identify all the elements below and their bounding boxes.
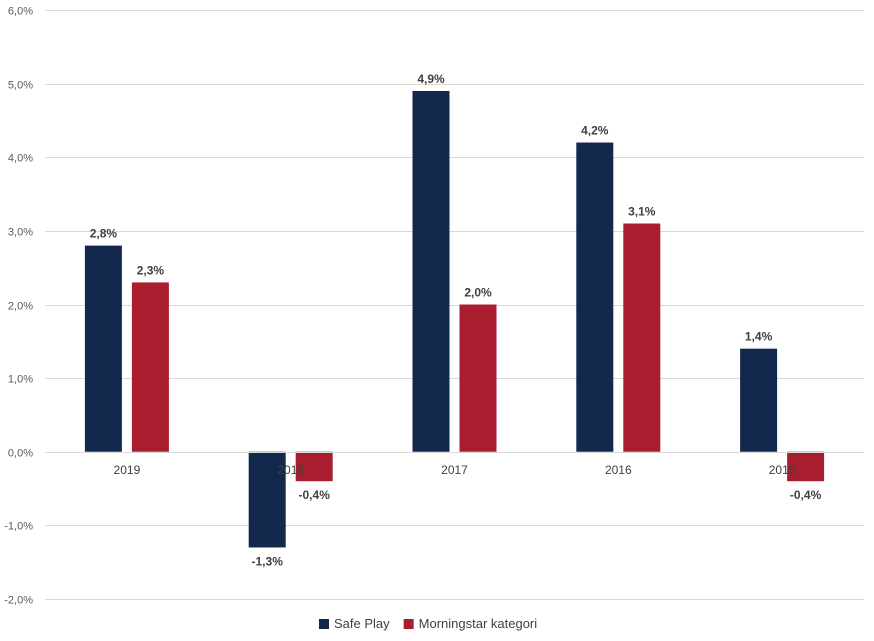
bar-safe-play	[84, 245, 122, 452]
y-tick-label: 5,0%	[8, 80, 33, 92]
data-label: -1,3%	[252, 554, 284, 568]
legend-swatch	[403, 619, 414, 629]
y-tick-label: 0,0%	[8, 448, 33, 460]
y-tick-label: 6,0%	[8, 6, 33, 18]
y-tick-label: 4,0%	[8, 153, 33, 165]
legend: Safe Play Morningstar kategori	[319, 616, 537, 631]
bar-safe-play	[740, 348, 778, 452]
x-category-label: 2015	[769, 463, 796, 477]
y-tick-label: 1,0%	[8, 374, 33, 386]
x-category-label: 2017	[441, 463, 468, 477]
bar-morningstar-kategori	[295, 451, 333, 482]
data-label: 3,1%	[628, 205, 656, 219]
data-label: -0,4%	[299, 488, 331, 502]
y-tick-label: -1,0%	[4, 521, 33, 533]
y-tick-label: 3,0%	[8, 227, 33, 239]
x-category-label: 2019	[114, 463, 141, 477]
y-axis: 6,0% 5,0% 4,0% 3,0% 2,0% 1,0% 0,0% -1,0% -2,0%	[4, 6, 33, 607]
bar-morningstar-kategori	[131, 282, 169, 452]
bar-safe-play	[576, 142, 614, 452]
data-label: 2,8%	[90, 227, 118, 241]
y-tick-label: -2,0%	[4, 595, 33, 607]
legend-label: Morningstar kategori	[419, 616, 538, 631]
bar-morningstar-kategori	[623, 223, 661, 452]
gridlines	[45, 10, 864, 600]
data-labels: 2,8% 2,3% -1,3% -0,4% 4,9% 2,0% 4,2% 3,1% 1,4% -0…	[90, 72, 822, 568]
data-label: 1,4%	[745, 330, 773, 344]
data-label: 4,2%	[581, 124, 609, 138]
data-label: -0,4%	[790, 488, 822, 502]
legend-swatch	[319, 619, 329, 629]
bar-safe-play	[412, 90, 450, 452]
y-tick-label: 2,0%	[8, 301, 33, 313]
x-axis-categories: 2019 2018 2017 2016 2015	[114, 463, 796, 477]
bar-morningstar-kategori	[459, 304, 497, 452]
data-label: 2,0%	[464, 286, 492, 300]
bar-morningstar-kategori	[787, 451, 825, 482]
bar-safe-play	[248, 451, 286, 548]
data-label: 4,9%	[417, 72, 445, 86]
bars	[84, 90, 825, 548]
x-category-label: 2018	[277, 463, 304, 477]
legend-label: Safe Play	[334, 616, 390, 631]
data-label: 2,3%	[137, 263, 165, 277]
x-category-label: 2016	[605, 463, 632, 477]
